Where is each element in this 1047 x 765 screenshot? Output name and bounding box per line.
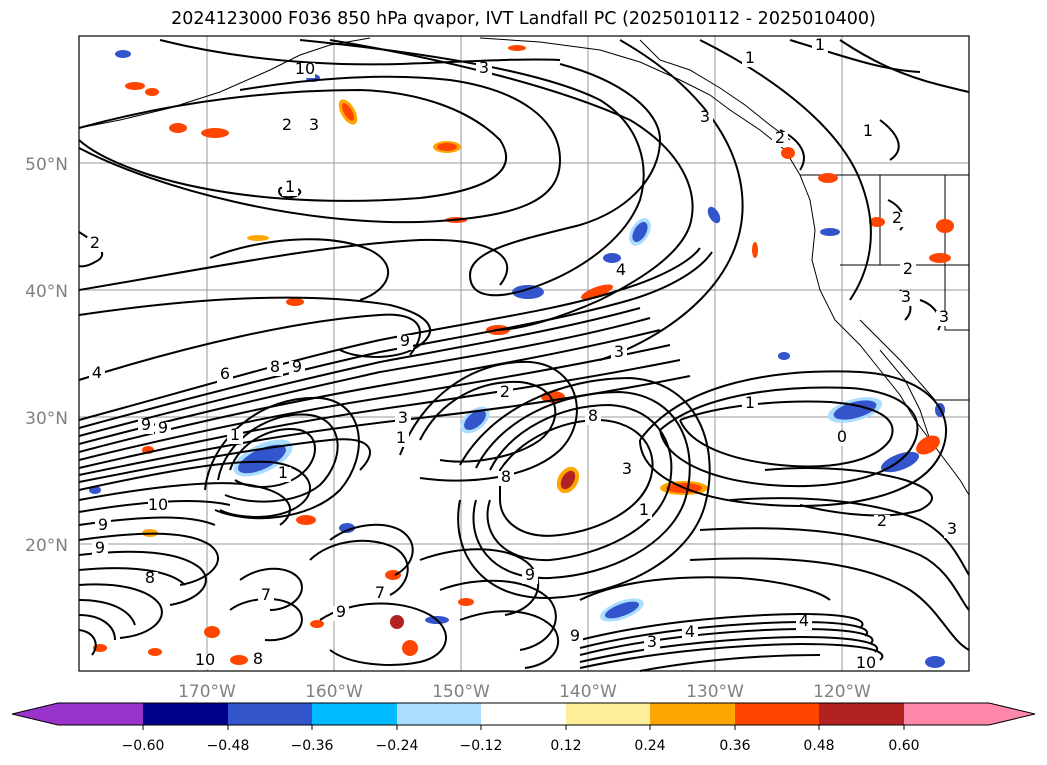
contour-labels: 1 3 3 2 3 2 1 9 8 9 6 4 9 1 4 3 9 3 2 1 … <box>87 35 960 672</box>
colorbar-segment <box>312 703 397 725</box>
colorbar-tick-label: 0.60 <box>888 738 919 754</box>
contour-label: 9 <box>336 602 346 621</box>
contour-label: 9 <box>525 565 535 584</box>
colorbar-tick-label: 0.24 <box>634 738 665 754</box>
contour-label: 4 <box>92 363 102 382</box>
contour-label: 3 <box>647 632 657 651</box>
contour-label: 3 <box>398 408 408 427</box>
contour-label: 10 <box>148 495 168 514</box>
contour-label: 2 <box>903 259 913 278</box>
coastlines <box>78 37 970 496</box>
contour-label: 1 <box>396 428 406 447</box>
contour-label: 1 <box>278 463 288 482</box>
contour-label: 3 <box>309 115 319 134</box>
lon-label-130w: 130°W <box>686 682 744 702</box>
colorbar-tick-label: −0.60 <box>122 738 165 754</box>
contour-label: 3 <box>947 519 957 538</box>
contour-label: 2 <box>500 382 510 401</box>
contour-label: 9 <box>292 357 302 376</box>
contour-label: 2 <box>282 115 292 134</box>
colorbar-tick-label: 0.12 <box>550 738 581 754</box>
colorbar-tick-label: 0.48 <box>803 738 834 754</box>
contour-label: 2 <box>90 233 100 252</box>
contour-label: 9 <box>141 415 151 434</box>
contour-label: 4 <box>685 622 695 641</box>
map-frame <box>78 35 970 672</box>
colorbar-tick-label: 0.36 <box>719 738 750 754</box>
colorbar-segment <box>143 703 228 725</box>
contour-label: 2 <box>775 128 785 147</box>
contour-label: 8 <box>501 467 511 486</box>
colorbar-tick-label: −0.48 <box>207 738 250 754</box>
colorbar-extend-high <box>904 703 1035 725</box>
lat-label-30n: 30°N <box>25 409 68 429</box>
latitude-labels: 50°N 40°N 30°N 20°N <box>25 155 68 556</box>
contour-label: 8 <box>145 568 155 587</box>
contour-label: 9 <box>158 418 168 437</box>
contour-label: 1 <box>639 500 649 519</box>
contour-label: 10 <box>856 653 876 672</box>
contour-label: 1 <box>230 425 240 444</box>
contour-label: 4 <box>616 260 626 279</box>
contour-label: 3 <box>614 342 624 361</box>
contour-label: 7 <box>375 583 385 602</box>
contour-label: 8 <box>270 357 280 376</box>
contour-label: 6 <box>220 364 230 383</box>
lat-label-40n: 40°N <box>25 282 68 302</box>
colorbar-segment <box>650 703 735 725</box>
colorbar-segment <box>735 703 819 725</box>
colorbar-tick-label: −0.24 <box>376 738 419 754</box>
contour-label: 9 <box>400 331 410 350</box>
contour-label: 3 <box>479 58 489 77</box>
lon-label-170w: 170°W <box>178 682 236 702</box>
contour-label: 9 <box>570 626 580 645</box>
contour-label: 1 <box>285 177 295 196</box>
lon-label-120w: 120°W <box>813 682 871 702</box>
lat-label-20n: 20°N <box>25 536 68 556</box>
contour-label: 2 <box>877 511 887 530</box>
colorbar-segment <box>397 703 481 725</box>
colorbar-tick-label: −0.12 <box>460 738 503 754</box>
contour-label: 1 <box>863 121 873 140</box>
colorbar-segment <box>481 703 566 725</box>
contour-label: 0 <box>837 427 847 446</box>
contour-label: 2 <box>892 208 902 227</box>
contour-label: 4 <box>799 611 809 630</box>
map-title: 2024123000 F036 850 hPa qvapor, IVT Land… <box>171 9 876 29</box>
lon-label-150w: 150°W <box>432 682 490 702</box>
contour-label: 9 <box>98 515 108 534</box>
colorbar-extend-low <box>12 703 143 725</box>
contour-label: 1 <box>745 393 755 412</box>
map-panel: 1 3 3 2 3 2 1 9 8 9 6 4 9 1 4 3 9 3 2 1 … <box>78 35 970 672</box>
colorbar-segment <box>228 703 312 725</box>
colorbar-segment <box>819 703 904 725</box>
contour-label: 1 <box>745 48 755 67</box>
contour-label: 10 <box>295 59 315 78</box>
colorbar-tick-label: −0.36 <box>291 738 334 754</box>
colorbar-segment <box>566 703 650 725</box>
contour-label: 3 <box>622 459 632 478</box>
contour-label: 8 <box>253 649 263 668</box>
lat-label-50n: 50°N <box>25 155 68 175</box>
contour-label: 8 <box>588 406 598 425</box>
contour-label: 3 <box>939 307 949 326</box>
longitude-labels: 170°W 160°W 150°W 140°W 130°W 120°W <box>178 682 871 702</box>
ivt-contours <box>78 39 970 672</box>
contour-label: 3 <box>901 287 911 306</box>
contour-label: 10 <box>195 650 215 669</box>
contour-label: 3 <box>700 107 710 126</box>
contour-label: 9 <box>95 538 105 557</box>
contour-label: 1 <box>815 35 825 54</box>
lon-label-140w: 140°W <box>559 682 617 702</box>
colorbar: −0.60 −0.48 −0.36 −0.24 −0.12 0.12 0.24 … <box>11 702 1036 754</box>
contour-label: 7 <box>261 585 271 604</box>
lon-label-160w: 160°W <box>305 682 363 702</box>
